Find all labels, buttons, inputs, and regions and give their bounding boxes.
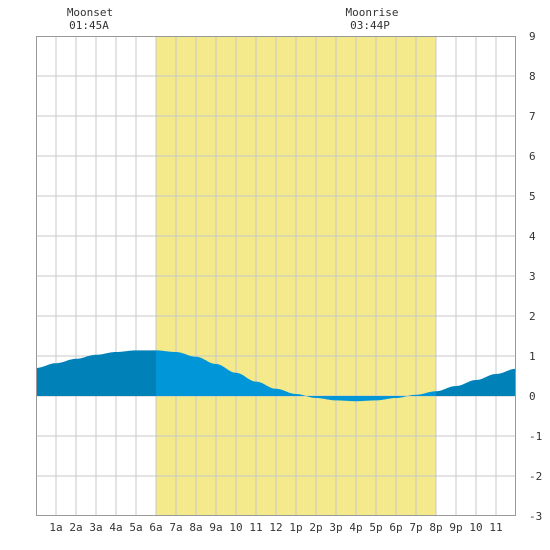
x-tick-label: 2p [309, 521, 322, 534]
tide-area-night-morning [36, 350, 156, 396]
y-tick-label: -2 [529, 470, 542, 483]
tide-area [36, 350, 516, 402]
moonset-time: 01:45A [69, 19, 109, 32]
y-tick-label: 1 [529, 350, 536, 363]
x-tick-label: 6a [149, 521, 162, 534]
x-tick-label: 10 [469, 521, 482, 534]
x-tick-label: 11 [249, 521, 262, 534]
plot-frame [36, 36, 516, 516]
x-tick-label: 6p [389, 521, 402, 534]
y-tick-label: 5 [529, 190, 536, 203]
x-tick-label: 8p [429, 521, 442, 534]
x-tick-label: 8a [189, 521, 202, 534]
y-tick-label: -3 [529, 510, 542, 523]
grid [36, 36, 516, 516]
y-tick-label: 3 [529, 270, 536, 283]
x-tick-label: 5a [129, 521, 142, 534]
x-tick-label: 1p [289, 521, 302, 534]
y-tick-label: -1 [529, 430, 542, 443]
x-tick-label: 7a [169, 521, 182, 534]
y-tick-label: 6 [529, 150, 536, 163]
x-tick-label: 4p [349, 521, 362, 534]
tide-area-daylight [156, 350, 436, 402]
y-tick-label: 0 [529, 390, 536, 403]
y-tick-label: 9 [529, 30, 536, 43]
x-tick-label: 4a [109, 521, 122, 534]
x-tick-label: 11 [489, 521, 502, 534]
y-tick-label: 4 [529, 230, 536, 243]
y-tick-label: 2 [529, 310, 536, 323]
moonrise-label: Moonrise [346, 6, 399, 19]
x-tick-label: 1a [49, 521, 62, 534]
x-tick-label: 10 [229, 521, 242, 534]
x-tick-label: 7p [409, 521, 422, 534]
y-axis-ticks: 9 8 7 6 5 4 3 2 1 0 -1 -2 -3 [529, 30, 542, 523]
x-axis-ticks: 1a 2a 3a 4a 5a 6a 7a 8a 9a 10 11 12 1p 2p 3p 4p 5p 6p 7p 8p… [49, 521, 502, 534]
y-tick-label: 7 [529, 110, 536, 123]
tide-area-night-evening [436, 368, 516, 396]
moonrise-time: 03:44P [350, 19, 390, 32]
x-tick-label: 3p [329, 521, 342, 534]
x-tick-label: 3a [89, 521, 102, 534]
x-tick-label: 12 [269, 521, 282, 534]
y-tick-label: 8 [529, 70, 536, 83]
moonset-label: Moonset [67, 6, 113, 19]
x-tick-label: 2a [69, 521, 82, 534]
x-tick-label: 5p [369, 521, 382, 534]
x-tick-label: 9a [209, 521, 222, 534]
x-tick-label: 9p [449, 521, 462, 534]
